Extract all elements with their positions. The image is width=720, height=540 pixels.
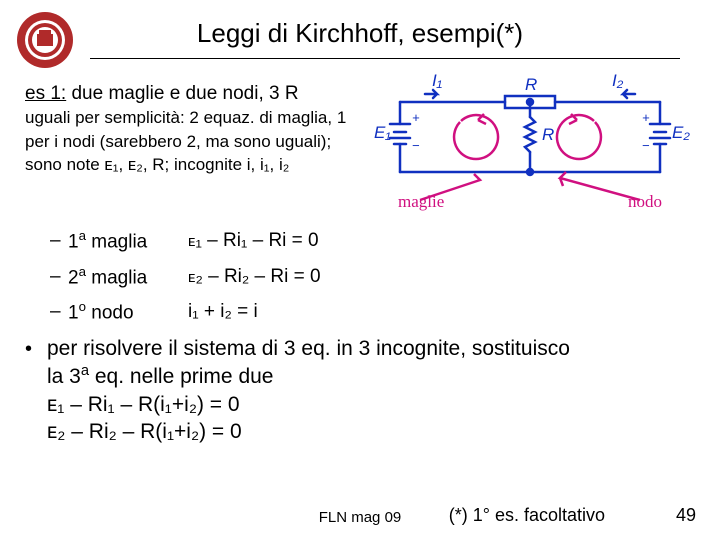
intro-lead-rest: due maglie e due nodi, 3 R (66, 83, 298, 104)
solve-line1: per risolvere il sistema di 3 eq. in 3 i… (47, 337, 570, 360)
example-label: es 1: (25, 83, 66, 104)
svg-text:−: − (642, 138, 650, 153)
svg-text:+: + (642, 110, 650, 125)
circuit-diagram: I₁ I₂ R R E₁ E₂ + − + − maglie nodo (370, 72, 690, 212)
footer-center: FLN mag 09 (0, 509, 720, 526)
label-maglie: maglie (398, 192, 444, 211)
slide-title: Leggi di Kirchhoff, esempi(*) (0, 18, 720, 49)
label-nodo: nodo (628, 192, 662, 211)
intro-body: uguali per semplicità: 2 equaz. di magli… (25, 108, 346, 175)
solve-eq2: ᴇ₂ – Ri₂ – R(i₁+i₂) = 0 (47, 418, 685, 445)
label-i2: I₂ (612, 72, 624, 90)
equation-list: – 1a maglia ᴇ₁ – Ri₁ – Ri = 0 – 2a magli… (50, 225, 321, 332)
label-e1: E₁ (374, 123, 391, 142)
intro-block: es 1: due maglie e due nodi, 3 R uguali … (25, 82, 360, 177)
svg-text:−: − (412, 138, 420, 153)
label-r-mid: R (542, 125, 554, 144)
label-i1: I₁ (432, 72, 442, 90)
solve-eq1: ᴇ₁ – Ri₁ – R(i₁+i₂) = 0 (47, 391, 685, 418)
label-r-top: R (525, 75, 537, 94)
eq-row: – 1o nodo i₁ + i₂ = i (50, 296, 321, 330)
title-underline (90, 58, 680, 59)
eq-row: – 1a maglia ᴇ₁ – Ri₁ – Ri = 0 (50, 225, 321, 259)
eq-row: – 2a maglia ᴇ₂ – Ri₂ – Ri = 0 (50, 261, 321, 295)
label-e2: E₂ (672, 123, 690, 142)
page-number: 49 (676, 505, 696, 526)
solve-block: • per risolvere il sistema di 3 eq. in 3… (25, 335, 685, 445)
svg-text:+: + (412, 110, 420, 125)
footer-note: (*) 1° es. facoltativo (449, 505, 605, 526)
